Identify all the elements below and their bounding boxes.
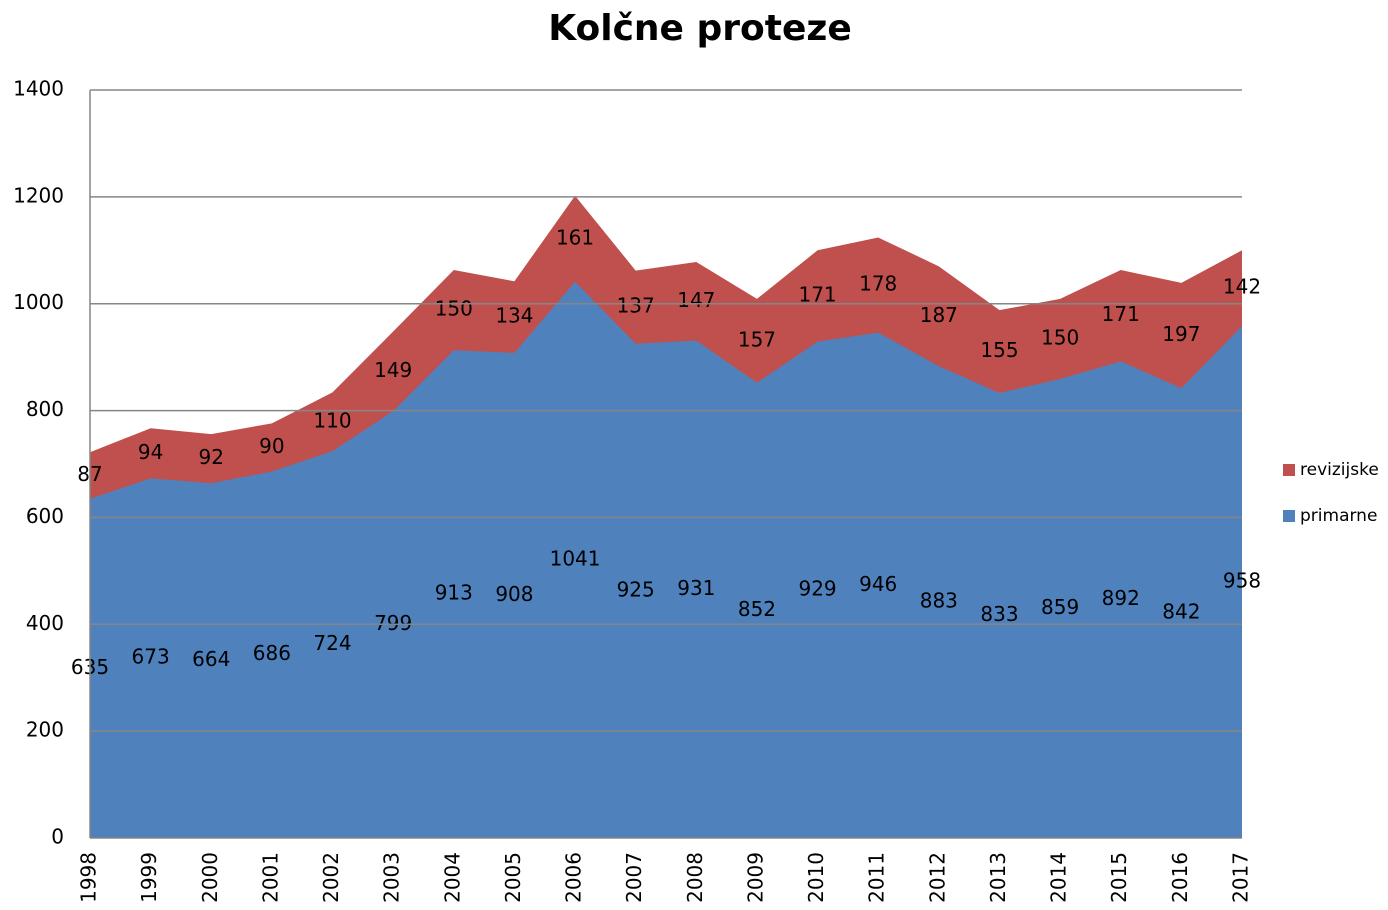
x-tick-label: 2017 xyxy=(1229,852,1253,903)
chart-title: Kolčne proteze xyxy=(548,8,852,49)
x-tick-label: 2002 xyxy=(319,852,343,903)
data-label: 90 xyxy=(259,434,284,458)
data-label: 92 xyxy=(199,445,224,469)
data-label: 833 xyxy=(980,602,1018,626)
legend-swatch xyxy=(1283,510,1295,522)
data-label: 799 xyxy=(374,611,412,635)
data-label: 171 xyxy=(1102,302,1140,326)
data-label: 157 xyxy=(738,327,776,351)
y-tick-label: 600 xyxy=(26,504,64,528)
data-label: 913 xyxy=(435,581,473,605)
data-label: 842 xyxy=(1162,600,1200,624)
y-tick-label: 1400 xyxy=(13,77,64,101)
data-label: 892 xyxy=(1102,586,1140,610)
x-tick-label: 2000 xyxy=(198,852,222,903)
x-tick-label: 2011 xyxy=(865,852,889,903)
legend-swatch xyxy=(1283,464,1295,476)
data-label: 110 xyxy=(313,408,351,432)
x-tick-label: 2006 xyxy=(562,852,586,903)
x-tick-label: 2013 xyxy=(986,852,1010,903)
x-tick-label: 2010 xyxy=(804,852,828,903)
data-label: 724 xyxy=(313,631,351,655)
data-label: 1041 xyxy=(550,546,601,570)
data-label: 178 xyxy=(859,272,897,296)
data-label: 931 xyxy=(677,576,715,600)
data-label: 908 xyxy=(495,582,533,606)
data-label: 958 xyxy=(1223,569,1261,593)
data-label: 137 xyxy=(617,294,655,318)
data-label: 155 xyxy=(980,338,1018,362)
legend-label: primarne xyxy=(1300,506,1377,526)
y-tick-label: 200 xyxy=(26,718,64,742)
data-label: 946 xyxy=(859,572,897,596)
data-label: 150 xyxy=(1041,325,1079,349)
y-tick-label: 1000 xyxy=(13,290,64,314)
data-label: 134 xyxy=(495,304,533,328)
x-tick-label: 2012 xyxy=(925,852,949,903)
x-tick-label: 1999 xyxy=(137,852,161,903)
data-label: 929 xyxy=(798,576,836,600)
x-tick-label: 2008 xyxy=(683,852,707,903)
x-tick-label: 2003 xyxy=(380,852,404,903)
data-label: 859 xyxy=(1041,595,1079,619)
x-tick-label: 2015 xyxy=(1107,852,1131,903)
data-label: 686 xyxy=(253,641,291,665)
x-tick-label: 1998 xyxy=(77,852,101,903)
data-label: 150 xyxy=(435,297,473,321)
x-tick-label: 2016 xyxy=(1168,852,1192,903)
x-tick-label: 2007 xyxy=(622,852,646,903)
data-label: 187 xyxy=(920,303,958,327)
y-tick-label: 1200 xyxy=(13,183,64,207)
data-label: 161 xyxy=(556,225,594,249)
data-label: 673 xyxy=(132,645,170,669)
data-label: 149 xyxy=(374,358,412,382)
x-tick-label: 2001 xyxy=(258,852,282,903)
y-tick-label: 0 xyxy=(51,825,64,849)
y-tick-label: 800 xyxy=(26,397,64,421)
data-label: 147 xyxy=(677,288,715,312)
data-label: 197 xyxy=(1162,322,1200,346)
data-label: 852 xyxy=(738,597,776,621)
area xyxy=(90,281,1242,838)
data-label: 94 xyxy=(138,440,163,464)
data-label: 883 xyxy=(920,589,958,613)
data-label: 925 xyxy=(617,577,655,601)
x-tick-label: 2004 xyxy=(440,852,464,903)
y-tick-label: 400 xyxy=(26,611,64,635)
x-tick-label: 2009 xyxy=(743,852,767,903)
data-label: 142 xyxy=(1223,275,1261,299)
data-label: 171 xyxy=(798,282,836,306)
data-label: 664 xyxy=(192,647,230,671)
x-tick-label: 2005 xyxy=(501,852,525,903)
x-tick-label: 2014 xyxy=(1047,852,1071,903)
legend-label: revizijske xyxy=(1300,460,1379,480)
